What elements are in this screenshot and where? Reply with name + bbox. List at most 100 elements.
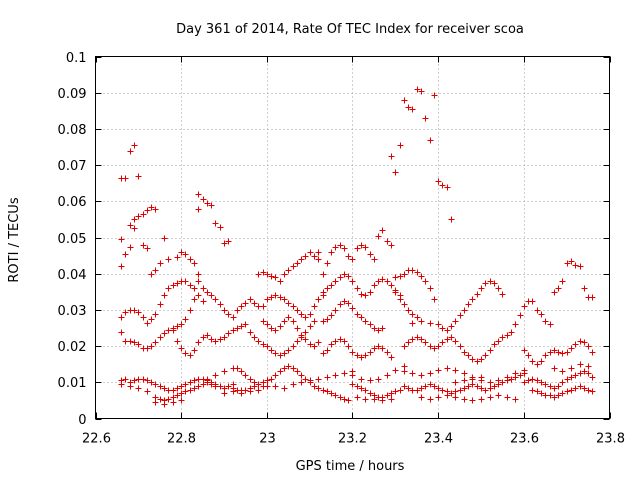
data-point — [324, 316, 331, 323]
data-point — [461, 307, 468, 314]
data-point — [572, 372, 579, 379]
data-point — [174, 338, 181, 345]
data-point — [538, 390, 545, 397]
data-point — [290, 318, 297, 325]
data-point — [461, 370, 468, 377]
data-point — [409, 267, 416, 274]
data-point — [118, 314, 125, 321]
data-point — [230, 327, 237, 334]
data-point — [568, 365, 575, 372]
data-point — [260, 303, 267, 310]
data-point — [585, 343, 592, 350]
data-point — [482, 387, 489, 394]
data-point — [392, 274, 399, 281]
data-point — [452, 318, 459, 325]
data-point — [452, 338, 459, 345]
data-point — [242, 321, 249, 328]
data-point — [435, 367, 442, 374]
data-point — [349, 278, 356, 285]
data-point — [495, 392, 502, 399]
data-point — [212, 383, 219, 390]
data-point — [294, 368, 301, 375]
data-point — [354, 352, 361, 359]
data-point — [349, 372, 356, 379]
data-point — [349, 349, 356, 356]
data-point — [264, 377, 271, 384]
data-point — [478, 285, 485, 292]
data-point — [379, 397, 386, 404]
data-point — [332, 307, 339, 314]
data-point — [212, 372, 219, 379]
data-point — [157, 260, 164, 267]
data-point — [414, 86, 421, 93]
data-point — [122, 251, 129, 258]
data-point — [208, 381, 215, 388]
data-point — [174, 254, 181, 261]
data-point — [247, 388, 254, 395]
data-point — [448, 390, 455, 397]
data-point — [465, 301, 472, 308]
data-point — [418, 336, 425, 343]
data-point — [547, 321, 554, 328]
data-point — [191, 260, 198, 267]
data-point — [564, 376, 571, 383]
y-axis-label: ROTI / TECUs — [7, 197, 22, 282]
y-tick-label: 0.09 — [58, 87, 87, 102]
data-point — [122, 376, 129, 383]
data-point — [290, 343, 297, 350]
data-point — [388, 153, 395, 160]
data-point — [452, 394, 459, 401]
data-point — [157, 396, 164, 403]
data-point — [272, 327, 279, 334]
data-point — [294, 307, 301, 314]
data-point — [551, 394, 558, 401]
data-point — [534, 377, 541, 384]
data-point — [388, 282, 395, 289]
data-point — [367, 321, 374, 328]
data-point — [328, 249, 335, 256]
data-point — [487, 394, 494, 401]
data-point — [431, 345, 438, 352]
data-point — [324, 285, 331, 292]
data-point — [589, 374, 596, 381]
data-point — [461, 385, 468, 392]
data-point — [242, 372, 249, 379]
data-point — [294, 325, 301, 332]
data-point — [384, 238, 391, 245]
data-point — [268, 294, 275, 301]
data-point — [161, 292, 168, 299]
data-point — [371, 282, 378, 289]
data-point — [397, 292, 404, 299]
data-point — [281, 296, 288, 303]
data-point — [345, 343, 352, 350]
data-point — [418, 385, 425, 392]
data-point — [285, 300, 292, 307]
data-point — [337, 274, 344, 281]
data-point — [401, 383, 408, 390]
data-point — [118, 263, 125, 270]
x-tick-label: 23.2 — [338, 432, 367, 447]
data-point — [195, 339, 202, 346]
data-point — [392, 169, 399, 176]
data-point — [337, 242, 344, 249]
data-point — [529, 376, 536, 383]
data-point — [409, 370, 416, 377]
data-point — [517, 312, 524, 319]
data-point — [495, 338, 502, 345]
data-point — [320, 289, 327, 296]
data-point — [148, 271, 155, 278]
data-point — [465, 383, 472, 390]
data-point — [187, 256, 194, 263]
data-point — [367, 251, 374, 258]
data-point — [409, 106, 416, 113]
data-point — [534, 388, 541, 395]
data-point — [165, 396, 172, 403]
data-point — [542, 352, 549, 359]
data-point — [328, 341, 335, 348]
data-point — [487, 278, 494, 285]
data-point — [302, 314, 309, 321]
data-point — [320, 318, 327, 325]
data-point — [418, 273, 425, 280]
data-point — [542, 381, 549, 388]
data-point — [581, 385, 588, 392]
